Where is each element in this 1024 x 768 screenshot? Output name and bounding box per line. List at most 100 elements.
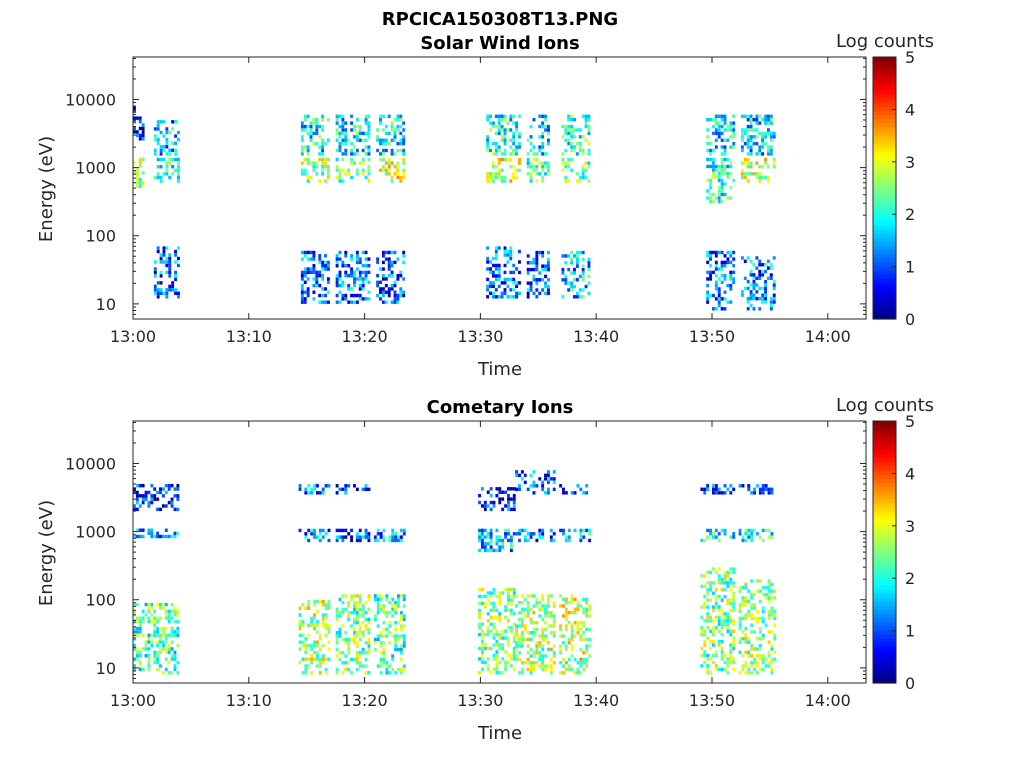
spectrogram-cell — [486, 135, 490, 139]
spectrogram-cell — [489, 148, 492, 153]
colorbar-segment — [873, 310, 896, 316]
spectrogram-cell — [495, 653, 499, 658]
spectrogram-cell — [321, 660, 325, 665]
spectrogram-cell — [729, 283, 733, 288]
spectrogram-cell — [353, 128, 356, 132]
spectrogram-cell — [576, 624, 580, 628]
spectrogram-cell — [491, 164, 495, 169]
spectrogram-cell — [347, 644, 351, 648]
spectrogram-cell — [714, 484, 718, 488]
spectrogram-cell — [512, 152, 516, 156]
spectrogram-cell — [564, 281, 568, 285]
spectrogram-cell — [544, 274, 547, 279]
spectrogram-cell — [546, 161, 550, 165]
spectrogram-cell — [535, 647, 539, 652]
spectrogram-cell — [478, 612, 481, 616]
spectrogram-cell — [567, 538, 571, 543]
spectrogram-cell — [494, 295, 498, 299]
spectrogram-cell — [167, 483, 171, 488]
spectrogram-cell — [164, 650, 168, 655]
colorbar-segment — [873, 89, 896, 95]
spectrogram-cell — [318, 538, 322, 543]
spectrogram-cell — [491, 175, 495, 180]
spectrogram-cell — [764, 157, 767, 162]
spectrogram-cell — [541, 131, 545, 136]
spectrogram-cell — [381, 164, 385, 169]
spectrogram-cell — [379, 280, 382, 284]
spectrogram-cell — [740, 131, 744, 136]
plot-axes: 13:00 13:10 13:20 13:30 13:40 13:50 14:0010100… — [65, 56, 867, 346]
spectrogram-cell — [355, 535, 359, 539]
spectrogram-cell — [335, 641, 339, 645]
spectrogram-cell — [399, 594, 403, 598]
spectrogram-cell — [767, 528, 771, 533]
spectrogram-cell — [732, 145, 736, 149]
spectrogram-cell — [497, 161, 501, 165]
colorbar-segment — [873, 552, 896, 557]
spectrogram-cell — [552, 624, 556, 628]
spectrogram-cell — [714, 250, 718, 255]
spectrogram-cell — [153, 127, 157, 131]
spectrogram-cell — [717, 622, 721, 627]
spectrogram-cell — [358, 631, 362, 635]
spectrogram-cell — [135, 494, 139, 498]
spectrogram-cell — [355, 152, 359, 156]
spectrogram-cell — [541, 124, 545, 129]
colorbar-tick-label: 0 — [905, 310, 915, 329]
spectrogram-cell — [486, 504, 490, 508]
spectrogram-cell — [327, 640, 331, 644]
spectrogram-cell — [350, 141, 354, 146]
spectrogram-cell — [310, 616, 314, 621]
spectrogram-cell — [769, 303, 773, 308]
spectrogram-cell — [355, 293, 359, 298]
spectrogram-cell — [376, 135, 380, 139]
spectrogram-cell — [526, 610, 530, 615]
spectrogram-cell — [726, 570, 730, 575]
spectrogram-cell — [153, 175, 157, 180]
spectrogram-cell — [573, 271, 576, 275]
spectrogram-cell — [303, 128, 307, 132]
spectrogram-cell — [300, 300, 304, 304]
spectrogram-cell — [174, 291, 177, 296]
spectrogram-cell — [570, 654, 574, 658]
spectrogram-cell — [480, 636, 484, 640]
spectrogram-cell — [153, 487, 157, 491]
spectrogram-cell — [384, 257, 388, 261]
spectrogram-cell — [582, 667, 586, 672]
spectrogram-cell — [394, 532, 398, 536]
spectrogram-cell — [486, 172, 490, 176]
spectrogram-cell — [541, 637, 545, 642]
spectrogram-cell — [515, 145, 519, 149]
spectrogram-cell — [150, 531, 154, 536]
colorbar-segment — [873, 249, 896, 255]
colorbar-segment — [873, 654, 896, 660]
spectrogram-cell — [552, 477, 556, 481]
spectrogram-cell — [176, 609, 180, 614]
spectrogram-cell — [749, 303, 753, 308]
spectrogram-cell — [717, 185, 721, 190]
spectrogram-cell — [159, 157, 163, 162]
spectrogram-cell — [579, 604, 583, 608]
spectrogram-cell — [515, 624, 519, 628]
spectrogram-cell — [170, 640, 174, 644]
spectrogram-cell — [720, 161, 724, 165]
spectrogram-cell — [764, 290, 767, 294]
spectrogram-cell — [304, 671, 308, 675]
spectrogram-cell — [350, 528, 354, 533]
spectrogram-cell — [573, 278, 576, 282]
spectrogram-cell — [135, 657, 139, 661]
spectrogram-cell — [298, 623, 302, 627]
spectrogram-cell — [312, 168, 316, 172]
spectrogram-cell — [347, 264, 351, 268]
spectrogram-cell — [492, 548, 496, 553]
spectrogram-cell — [500, 157, 504, 162]
spectrogram-cell — [573, 620, 577, 625]
spectrogram-cell — [509, 594, 513, 599]
spectrogram-cell — [738, 626, 742, 631]
spectrogram-cell — [135, 483, 139, 488]
spectrogram-cell — [503, 263, 507, 268]
spectrogram-cell — [138, 137, 142, 141]
spectrogram-cell — [303, 172, 307, 176]
spectrogram-cell — [709, 588, 712, 592]
spectrogram-cell — [772, 283, 776, 287]
